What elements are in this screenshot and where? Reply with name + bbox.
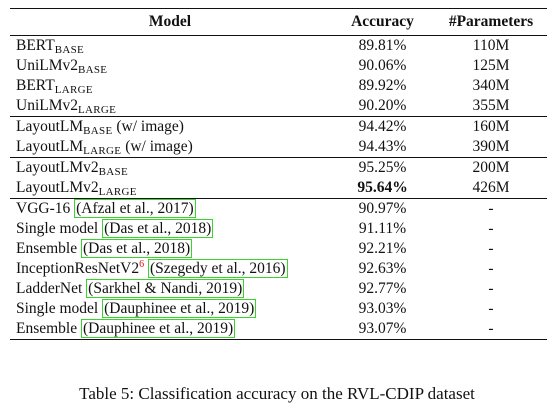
model-name: LayoutLM <box>16 118 84 135</box>
model-name-cell: InceptionResNetV26 (Szegedy et al., 2016… <box>10 259 330 279</box>
model-name-cell: LayoutLMBASE (w/ image) <box>10 116 330 137</box>
model-name-cell: Ensemble (Das et al., 2018) <box>10 239 330 259</box>
model-size-subscript: BASE <box>54 44 85 56</box>
accuracy-cell: 89.92% <box>358 77 407 94</box>
table-row: LadderNet (Sarkhel & Nandi, 2019) 92.77% - <box>10 279 547 299</box>
parameters-cell: 125M <box>472 57 510 74</box>
accuracy-cell: 92.21% <box>358 240 407 257</box>
table-row: Ensemble (Das et al., 2018) 92.21% - <box>10 239 547 259</box>
accuracy-cell: 95.64% <box>357 179 408 196</box>
model-name: Ensemble <box>16 240 81 257</box>
model-name: BERT <box>16 77 55 94</box>
table-row: Single model (Das et al., 2018) 91.11% - <box>10 219 547 239</box>
table-body: BERTBASE 89.81% 110M UniLMv2BASE 90.06% 125M B… <box>10 35 547 340</box>
parameters-cell: - <box>435 319 547 340</box>
table-row: Ensemble (Dauphinee et al., 2019) 93.07% - <box>10 319 547 340</box>
model-name: Ensemble <box>16 320 81 337</box>
accuracy-cell: 91.11% <box>358 220 407 237</box>
table-caption: Table 5: Classification accuracy on the … <box>79 384 475 403</box>
table-row: LayoutLMLARGE (w/ image) 94.43% 390M <box>10 137 547 158</box>
model-name: LayoutLM <box>16 138 84 155</box>
table-row: BERTLARGE 89.92% 340M <box>10 76 547 96</box>
citation-link[interactable]: (Afzal et al., 2017) <box>74 199 196 218</box>
table-row: LayoutLMBASE (w/ image) 94.42% 160M <box>10 116 547 137</box>
model-size-subscript: BASE <box>98 166 128 178</box>
accuracy-cell: 93.07% <box>330 319 435 340</box>
parameters-cell: 340M <box>472 77 510 94</box>
model-suffix: (w/ image) <box>112 118 184 135</box>
model-name-cell: LayoutLMv2BASE <box>10 157 330 178</box>
parameters-cell: - <box>488 280 494 297</box>
model-size-subscript: LARGE <box>78 104 117 116</box>
header-parameters: #Parameters <box>435 8 547 36</box>
parameters-cell: 200M <box>435 157 547 178</box>
citation-link[interactable]: (Dauphinee et al., 2019) <box>81 319 236 338</box>
model-size-subscript: BASE <box>83 125 113 137</box>
model-name: LayoutLMv2 <box>16 159 99 176</box>
table-row: UniLMv2LARGE 90.20% 355M <box>10 96 547 117</box>
parameters-cell: 426M <box>472 179 510 196</box>
accuracy-cell: 90.97% <box>330 198 435 219</box>
model-size-subscript: LARGE <box>83 145 122 157</box>
accuracy-cell: 93.03% <box>358 300 407 317</box>
model-suffix: (w/ image) <box>121 138 193 155</box>
parameters-cell: 110M <box>435 35 547 56</box>
citation-link[interactable]: (Das et al., 2018) <box>81 239 193 258</box>
model-name-cell: LadderNet (Sarkhel & Nandi, 2019) <box>10 279 330 299</box>
model-name-cell: LayoutLMv2LARGE <box>10 178 330 199</box>
model-name-cell: LayoutLMLARGE (w/ image) <box>10 137 330 158</box>
model-size-subscript: LARGE <box>54 84 93 96</box>
accuracy-cell: 92.77% <box>358 280 407 297</box>
model-name: BERT <box>16 37 55 54</box>
parameters-cell: - <box>488 220 494 237</box>
model-name-cell: Single model (Das et al., 2018) <box>10 219 330 239</box>
parameters-cell: - <box>488 300 494 317</box>
parameters-cell: - <box>488 260 494 277</box>
header-model: Model <box>10 8 330 36</box>
accuracy-cell: 90.20% <box>358 97 407 114</box>
citation-link[interactable]: (Sarkhel & Nandi, 2019) <box>86 279 245 298</box>
model-name-cell: UniLMv2LARGE <box>10 96 330 117</box>
table-row: BERTBASE 89.81% 110M <box>10 35 547 56</box>
model-name: VGG-16 <box>16 200 75 217</box>
model-name: LadderNet <box>16 280 87 297</box>
footnote-marker[interactable]: 6 <box>139 259 145 270</box>
accuracy-cell: 89.81% <box>330 35 435 56</box>
model-name: Single model <box>16 220 103 237</box>
parameters-cell: - <box>488 240 494 257</box>
accuracy-cell: 92.63% <box>358 260 407 277</box>
model-name: Single model <box>16 300 103 317</box>
model-name: LayoutLMv2 <box>16 179 99 196</box>
table-row: LayoutLMv2LARGE 95.64% 426M <box>10 178 547 199</box>
parameters-cell: 390M <box>472 138 510 155</box>
model-name: InceptionResNetV2 <box>16 260 140 277</box>
citation-link[interactable]: (Dauphinee et al., 2019) <box>102 299 257 318</box>
model-name-cell: BERTBASE <box>10 35 330 56</box>
results-table: Model Accuracy #Parameters BERTBASE 89.81… <box>10 8 547 340</box>
citation-link[interactable]: (Szegedy et al., 2016) <box>147 259 288 278</box>
model-name-cell: VGG-16 (Afzal et al., 2017) <box>10 198 330 219</box>
table-row: UniLMv2BASE 90.06% 125M <box>10 56 547 76</box>
table-row: VGG-16 (Afzal et al., 2017) 90.97% - <box>10 198 547 219</box>
parameters-cell: - <box>435 198 547 219</box>
model-name-cell: Ensemble (Dauphinee et al., 2019) <box>10 319 330 340</box>
table-row: LayoutLMv2BASE 95.25% 200M <box>10 157 547 178</box>
model-name-cell: Single model (Dauphinee et al., 2019) <box>10 299 330 319</box>
model-size-subscript: BASE <box>78 64 108 76</box>
accuracy-cell: 94.43% <box>358 138 407 155</box>
accuracy-cell: 95.25% <box>330 157 435 178</box>
model-name-cell: BERTLARGE <box>10 76 330 96</box>
accuracy-cell: 94.42% <box>330 116 435 137</box>
model-name: UniLMv2 <box>16 57 78 74</box>
table-row: InceptionResNetV26 (Szegedy et al., 2016… <box>10 259 547 279</box>
model-size-subscript: LARGE <box>98 186 137 198</box>
parameters-cell: 160M <box>435 116 547 137</box>
header-accuracy: Accuracy <box>330 8 435 36</box>
accuracy-cell: 90.06% <box>358 57 407 74</box>
model-name: UniLMv2 <box>16 97 78 114</box>
citation-link[interactable]: (Das et al., 2018) <box>102 219 214 238</box>
table-row: Single model (Dauphinee et al., 2019) 93.… <box>10 299 547 319</box>
parameters-cell: 355M <box>472 97 510 114</box>
model-name-cell: UniLMv2BASE <box>10 56 330 76</box>
